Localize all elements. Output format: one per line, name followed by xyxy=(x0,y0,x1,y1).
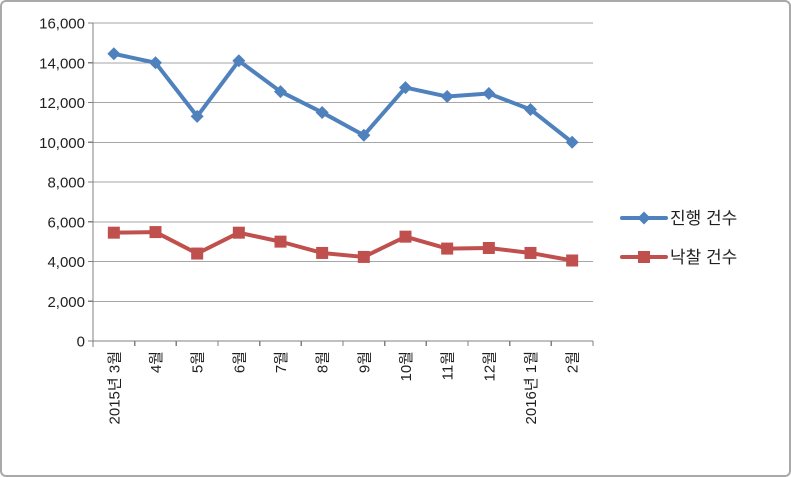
data-point-marker xyxy=(482,241,495,254)
data-point-marker xyxy=(524,246,537,259)
data-point-marker xyxy=(399,81,412,95)
data-point-marker xyxy=(565,135,579,149)
x-axis-label: 5월 xyxy=(190,351,207,373)
y-axis-label: 12,000 xyxy=(39,95,85,112)
x-axis-label: 4월 xyxy=(148,351,165,373)
x-axis-label: 2월 xyxy=(565,351,582,373)
data-point-marker xyxy=(149,226,162,239)
y-axis-label: 10,000 xyxy=(39,135,85,152)
data-point-marker xyxy=(274,85,287,99)
x-axis-label: 11월 xyxy=(440,351,457,380)
series-line xyxy=(111,230,575,263)
legend-marker xyxy=(638,251,650,263)
x-axis-label: 2016년 1월 xyxy=(523,351,540,424)
x-axis-label: 8월 xyxy=(315,351,332,373)
x-axis-label: 2015년 3월 xyxy=(106,351,123,424)
data-point-marker xyxy=(357,128,371,142)
data-point-marker xyxy=(190,109,204,123)
y-axis-label: 14,000 xyxy=(39,55,85,72)
x-axis-label: 7월 xyxy=(273,351,290,373)
legend-item: 진행 건수 xyxy=(620,209,737,228)
series-line xyxy=(111,51,575,145)
data-point-marker xyxy=(566,254,579,267)
y-axis-label: 8,000 xyxy=(47,175,85,192)
legend-label: 진행 건수 xyxy=(670,209,737,228)
legend-marker xyxy=(637,211,651,225)
data-point-marker xyxy=(191,247,204,260)
data-point-marker xyxy=(316,246,329,259)
data-point-marker xyxy=(482,87,496,101)
legend-item: 낙찰 건수 xyxy=(620,248,737,267)
data-point-marker xyxy=(357,250,370,263)
x-axis-label: 10월 xyxy=(398,351,415,382)
data-point-marker xyxy=(315,105,329,119)
y-axis-label: 0 xyxy=(77,334,85,351)
y-axis-label: 4,000 xyxy=(47,254,85,271)
x-axis-label: 6월 xyxy=(231,351,248,373)
data-point-marker xyxy=(524,102,537,116)
series-diamond xyxy=(107,47,579,149)
data-point-marker xyxy=(149,56,162,70)
data-point-marker xyxy=(107,226,120,239)
data-point-marker xyxy=(232,226,245,239)
data-point-marker xyxy=(399,230,412,243)
series-square xyxy=(107,226,579,267)
y-axis-label: 6,000 xyxy=(47,214,85,231)
y-axis-label: 2,000 xyxy=(47,294,85,311)
data-point-marker xyxy=(440,90,454,104)
data-point-marker xyxy=(232,54,246,68)
data-point-marker xyxy=(441,242,454,255)
data-point-marker xyxy=(107,47,121,61)
x-axis-label: 9월 xyxy=(356,351,373,373)
y-axis-label: 16,000 xyxy=(39,16,85,33)
legend-label: 낙찰 건수 xyxy=(670,248,737,267)
data-point-marker xyxy=(274,235,287,248)
x-axis-label: 12월 xyxy=(481,351,498,382)
